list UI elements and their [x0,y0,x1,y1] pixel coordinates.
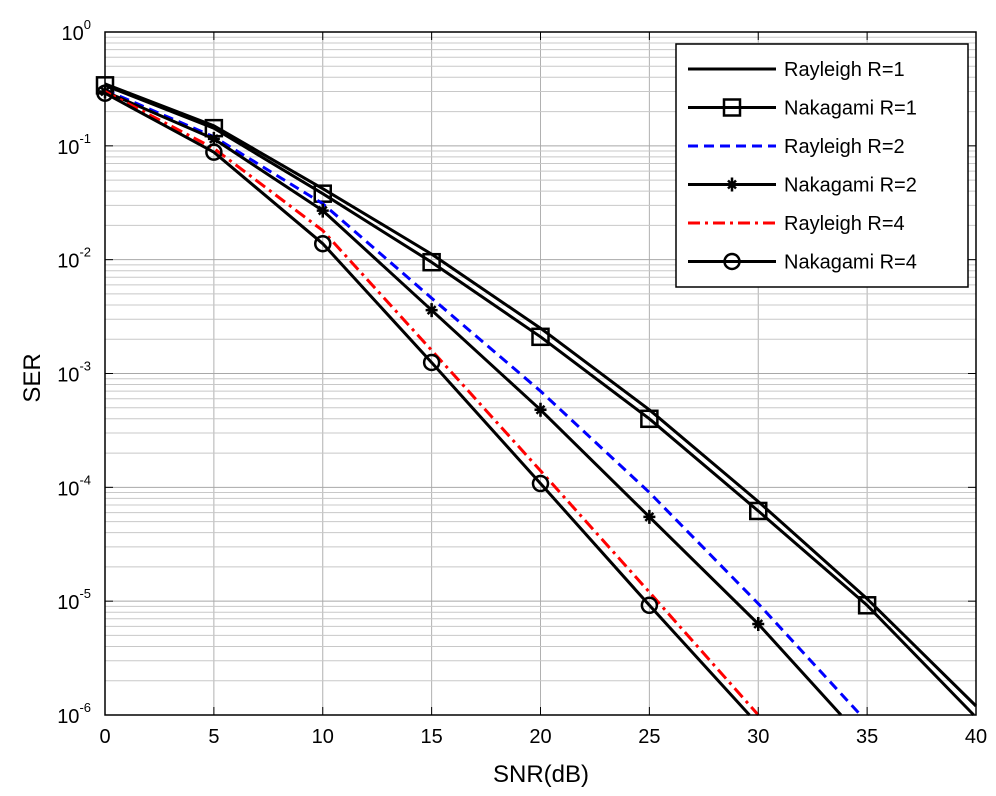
x-tick-label: 20 [529,726,551,748]
marker-square [857,596,877,615]
series-1 [95,76,975,717]
legend-label: Nakagami R=1 [784,98,917,120]
x-tick-label: 25 [638,726,660,748]
y-tick-label: 10-6 [57,700,91,728]
legend-label: Rayleigh R=1 [784,59,905,81]
marker-square [531,327,550,347]
legend-entry: Rayleigh R=2 [688,136,905,158]
marker-star [752,617,765,632]
marker-star [207,131,220,146]
marker-square [422,252,441,272]
x-tick-label: 5 [208,726,219,748]
legend-entry: Nakagami R=1 [688,98,917,120]
legend-label: Nakagami R=4 [784,252,917,274]
marker-square [749,501,768,521]
marker-star [726,177,738,192]
y-tick-label: 100 [62,17,91,45]
y-tick-label: 10-4 [57,472,91,500]
y-tick-label: 10-2 [57,245,91,273]
marker-circle [531,474,550,493]
legend-box [675,43,969,288]
marker-star [643,509,656,524]
x-tick-label: 0 [99,726,110,748]
series-line [104,91,751,717]
y-tick-label: 10-5 [57,586,91,614]
legend-entry: Rayleigh R=1 [688,59,905,81]
marker-square [640,409,659,429]
marker-star [425,303,438,318]
x-tick-label: 15 [421,726,443,748]
marker-circle [422,353,441,372]
series-line [104,83,975,717]
x-tick-label: 30 [747,726,769,748]
marker-square [313,184,332,203]
legend-label: Rayleigh R=4 [784,213,905,235]
y-axis-label: SER [19,353,46,402]
series-5 [96,84,751,717]
legend-entry: Rayleigh R=4 [688,213,905,235]
x-tick-label: 10 [312,726,334,748]
legend-entry: Nakagami R=4 [688,252,917,274]
marker-star [534,402,547,417]
marker-square [722,98,742,117]
legend-entry: Nakagami R=2 [688,175,917,197]
x-axis-label: SNR(dB) [493,761,589,788]
marker-circle [205,143,223,161]
series-layer [95,76,978,717]
marker-circle [640,596,659,615]
marker-circle [723,252,741,271]
x-tick-label: 40 [965,726,987,748]
legend-label: Nakagami R=2 [784,175,917,197]
y-tick-label: 10-1 [57,131,91,159]
marker-circle [314,234,332,253]
x-tick-label: 35 [856,726,878,748]
series-line [104,90,843,717]
marker-star [316,203,329,218]
y-tick-label: 10-3 [57,359,91,387]
legend-label: Rayleigh R=2 [784,136,905,158]
legend: Rayleigh R=1 Nakagami R=1 Rayleigh R=2 Naka… [675,43,969,288]
ticks: 0 5 10 15 20 25 30 35 40 100 10-1 10-2 10-3 10-4 10-5 1… [57,17,987,748]
